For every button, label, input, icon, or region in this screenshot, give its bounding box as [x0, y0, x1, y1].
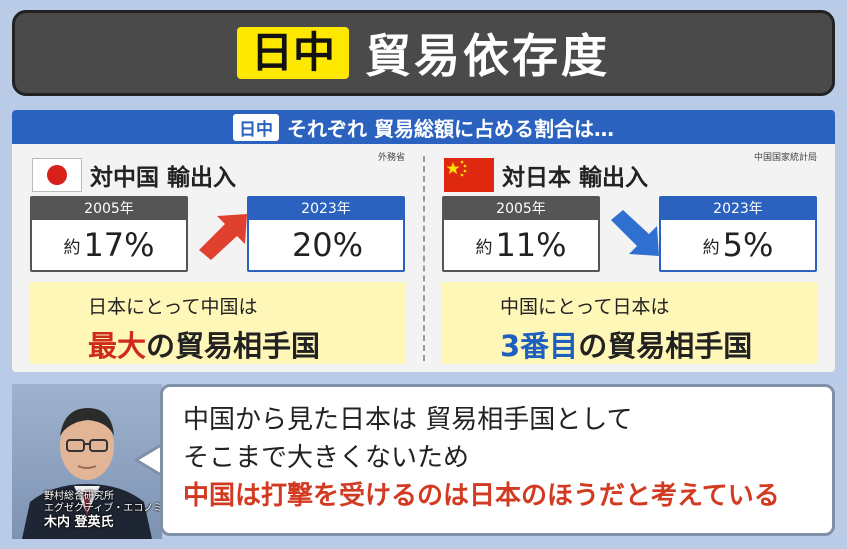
speaker-portrait: [12, 384, 162, 539]
conclusion-box: 日本にとって中国は 最大の貿易相手国: [30, 282, 405, 364]
stat-2023: 2023年 20%: [247, 196, 405, 272]
conclusion-highlight: 3番目: [500, 329, 579, 363]
stat-approx: 約: [702, 237, 720, 258]
stat-2005: 2005年 約 17%: [30, 196, 188, 272]
quote-bubble: 中国から見た日本は 貿易相手国として そこまで大きくないため 中国は打撃を受ける…: [160, 384, 835, 536]
stat-value: 17%: [83, 226, 155, 264]
panel-header: 日中 それぞれ 貿易総額に占める割合は…: [12, 110, 835, 144]
arrow-up-right-icon: [199, 214, 247, 260]
source-label: 中国国家統計局: [753, 153, 817, 163]
arrow-down-right-icon: [611, 210, 659, 256]
column-heading: 対日本 輸出入: [444, 158, 648, 192]
column-title: 対中国 輸出入: [90, 165, 237, 191]
speaker-role: エグゼクティブ・エコノミスト: [44, 503, 184, 514]
stat-approx: 約: [475, 237, 493, 258]
quote-line1: 中国から見た日本は 貿易相手国として: [183, 405, 633, 435]
comparison-panel: 日中 それぞれ 貿易総額に占める割合は… 外務省 対中国 輸出入 2005年 約…: [12, 110, 835, 372]
stat-year: 2023年: [249, 198, 403, 220]
stat-value: 20%: [291, 226, 364, 264]
stat-2023: 2023年 約 5%: [659, 196, 817, 272]
column-heading: 対中国 輸出入: [32, 158, 236, 192]
conclusion-line1: 中国にとって日本は: [500, 296, 670, 318]
panel-header-tag: 日中: [233, 113, 280, 141]
page-title: 貿易依存度: [365, 29, 610, 83]
quote-line3: 中国は打撃を受けるのは日本のほうだと考えている: [183, 481, 780, 511]
stat-value: 11%: [495, 226, 567, 264]
title-banner: 日中 貿易依存度: [12, 10, 835, 96]
stat-2005: 2005年 約 11%: [442, 196, 600, 272]
speaker-org: 野村総合研究所: [44, 491, 114, 502]
conclusion-rest: の貿易相手国: [578, 329, 753, 363]
stat-year: 2005年: [444, 198, 598, 220]
japan-flag-icon: [32, 158, 82, 192]
speaker-caption: 野村総合研究所 エグゼクティブ・エコノミスト 木内 登英氏: [44, 491, 183, 530]
conclusion-highlight: 最大: [88, 329, 147, 363]
column-divider: [423, 156, 425, 361]
stat-year: 2005年: [32, 198, 186, 220]
column-title: 対日本 輸出入: [502, 165, 649, 191]
conclusion-box: 中国にとって日本は 3番目の貿易相手国: [442, 282, 817, 364]
panel-header-text: それぞれ 貿易総額に占める割合は…: [287, 116, 614, 141]
stat-approx: 約: [63, 237, 81, 258]
conclusion-rest: の貿易相手国: [146, 329, 321, 363]
person-icon: [12, 384, 162, 539]
china-flag-icon: [444, 158, 494, 192]
source-label: 外務省: [377, 153, 405, 163]
title-tag: 日中: [236, 26, 349, 80]
china-column: 中国国家統計局 対日本 輸出入 2005年 約 11% 2023年: [424, 144, 835, 372]
japan-column: 外務省 対中国 輸出入 2005年 約 17% 2023年 20%: [12, 144, 423, 372]
conclusion-line1: 日本にとって中国は: [88, 296, 258, 318]
stat-year: 2023年: [661, 198, 815, 220]
bubble-tail: [134, 440, 166, 480]
quote-line2: そこまで大きくないため: [183, 443, 470, 473]
stat-value: 5%: [722, 226, 774, 264]
speaker-name: 木内 登英氏: [44, 515, 114, 530]
